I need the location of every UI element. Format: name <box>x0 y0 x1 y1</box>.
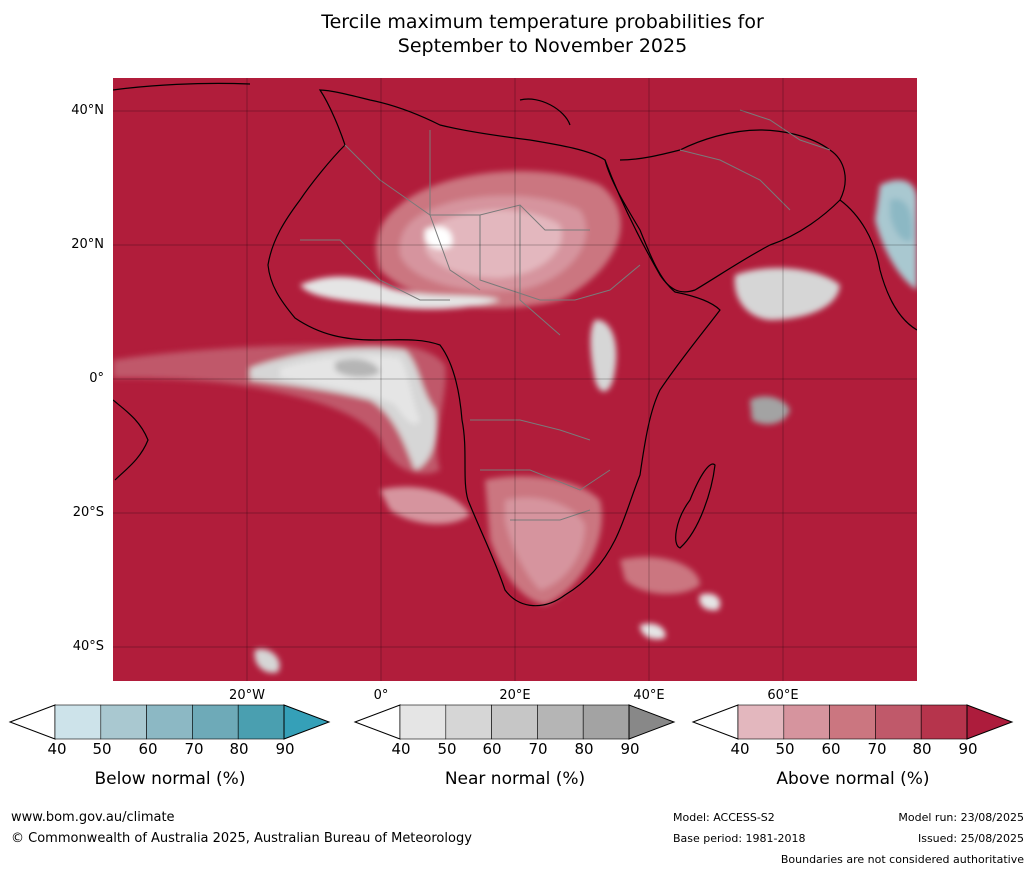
copyright: © Commonwealth of Australia 2025, Austra… <box>11 831 472 846</box>
above-tick-60: 60 <box>821 740 841 758</box>
below-tick-50: 50 <box>92 740 112 758</box>
lat-label-20n: 20°N <box>71 237 104 252</box>
lat-label-40n: 40°N <box>71 103 104 118</box>
model-name: Model: ACCESS-S2 <box>673 811 775 824</box>
near-tick-80: 80 <box>574 740 594 758</box>
below-tick-70: 70 <box>184 740 204 758</box>
above-colorbar-upper-extension <box>966 704 1014 740</box>
above-colorbar-segment <box>920 704 968 740</box>
lon-label-0: 0° <box>373 688 389 703</box>
below-tick-60: 60 <box>138 740 158 758</box>
graticule <box>113 78 917 681</box>
below-colorbar-upper-extension <box>283 704 331 740</box>
near-colorbar-segment <box>491 704 538 740</box>
near-colorbar-segment <box>537 704 584 740</box>
near-colorbar-segment <box>399 704 447 740</box>
below-colorbar-lower-extension <box>8 704 56 740</box>
lat-label-0: 0° <box>89 371 104 386</box>
probability-shading <box>113 171 917 673</box>
title-line-1: Tercile maximum temperature probabilitie… <box>321 11 764 33</box>
near-colorbar-segment <box>445 704 492 740</box>
bom-url: www.bom.gov.au/climate <box>11 810 175 825</box>
lat-label-20s: 20°S <box>72 505 104 520</box>
country-borders <box>300 109 831 521</box>
below-normal-colorbar <box>8 704 331 740</box>
below-tick-90: 90 <box>275 740 295 758</box>
above-tick-50: 50 <box>775 740 795 758</box>
boundary-disclaimer: Boundaries are not considered authoritat… <box>780 853 1024 866</box>
below-colorbar-segment <box>100 704 147 740</box>
above-normal-colorbar <box>691 704 1014 740</box>
below-normal-title: Below normal (%) <box>94 769 246 789</box>
below-tick-40: 40 <box>47 740 67 758</box>
near-normal-title: Near normal (%) <box>444 769 586 789</box>
lon-label-20w: 20°W <box>229 688 265 703</box>
near-tick-50: 50 <box>437 740 457 758</box>
above-colorbar-lower-extension <box>691 704 739 740</box>
above-colorbar-segment <box>783 704 830 740</box>
above-normal-title: Above normal (%) <box>776 769 930 789</box>
above-tick-80: 80 <box>912 740 932 758</box>
lat-label-40s: 40°S <box>72 639 104 654</box>
base-period: Base period: 1981-2018 <box>673 832 806 845</box>
below-colorbar-segment <box>237 704 285 740</box>
below-colorbar-segment <box>146 704 193 740</box>
above-tick-70: 70 <box>867 740 887 758</box>
above-colorbar-segment <box>737 704 785 740</box>
model-run: Model run: 23/08/2025 <box>898 811 1024 824</box>
above-tick-40: 40 <box>730 740 750 758</box>
near-normal-colorbar <box>353 704 676 740</box>
map-title: Tercile maximum temperature probabilitie… <box>0 10 1035 58</box>
title-line-2: September to November 2025 <box>397 35 688 57</box>
near-colorbar-lower-extension <box>353 704 401 740</box>
near-tick-70: 70 <box>528 740 548 758</box>
coastlines <box>113 82 917 607</box>
above-colorbar-segment <box>829 704 876 740</box>
below-colorbar-segment <box>54 704 102 740</box>
lon-label-20e: 20°E <box>499 688 531 703</box>
lon-label-40e: 40°E <box>633 688 665 703</box>
issued-date: Issued: 25/08/2025 <box>917 832 1024 845</box>
near-tick-40: 40 <box>391 740 411 758</box>
near-colorbar-upper-extension <box>628 704 676 740</box>
above-tick-90: 90 <box>958 740 978 758</box>
near-tick-90: 90 <box>620 740 640 758</box>
above-colorbar-segment <box>875 704 922 740</box>
near-colorbar-segment <box>582 704 630 740</box>
near-tick-60: 60 <box>482 740 502 758</box>
below-colorbar-segment <box>192 704 239 740</box>
lon-label-60e: 60°E <box>767 688 799 703</box>
below-tick-80: 80 <box>229 740 249 758</box>
